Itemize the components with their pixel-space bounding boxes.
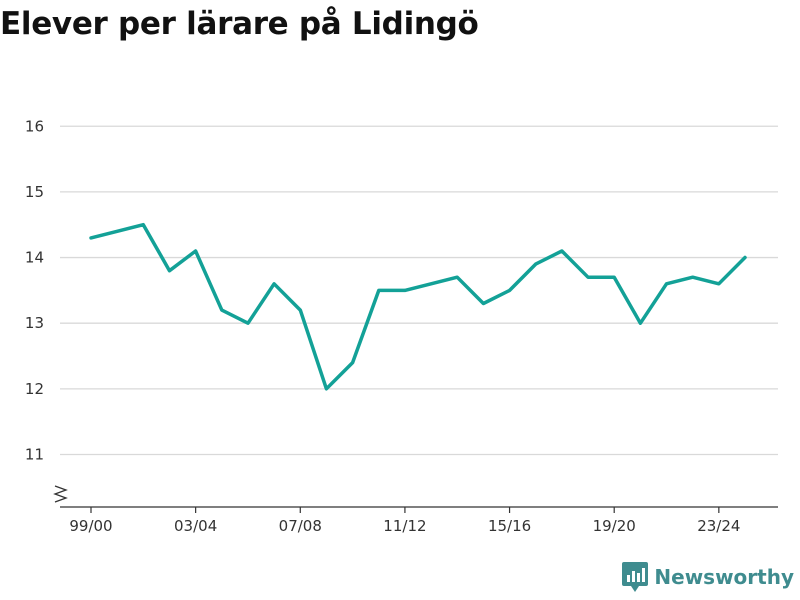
x-tick-label: 23/24 — [697, 517, 740, 535]
y-tick-label: 16 — [25, 117, 44, 135]
gridlines — [60, 125, 778, 456]
x-axis — [53, 485, 778, 508]
y-tick-label: 15 — [25, 183, 44, 201]
newsworthy-logo-icon — [622, 562, 649, 592]
y-tick-label: 13 — [25, 314, 44, 332]
y-tick-label: 12 — [25, 380, 44, 398]
x-tick-label: 07/08 — [279, 517, 322, 535]
x-tick-label: 03/04 — [174, 517, 217, 535]
x-tick-label: 11/12 — [383, 517, 426, 535]
y-axis-ticks: 11 12 13 14 15 16 — [25, 117, 44, 463]
x-tick-label: 19/20 — [593, 517, 636, 535]
newsworthy-brand[interactable]: Newsworthy — [622, 562, 794, 592]
y-tick-label: 11 — [25, 445, 44, 463]
series-line — [89, 222, 747, 391]
x-axis-ticks: 99/00 03/04 07/08 11/12 15/16 19/20 23/24 — [69, 507, 740, 535]
series-group — [89, 222, 747, 391]
x-tick-label: 99/00 — [69, 517, 112, 535]
chart-title: Elever per lärare på Lidingö — [0, 6, 479, 42]
y-tick-label: 14 — [25, 249, 44, 267]
x-tick-label: 15/16 — [488, 517, 531, 535]
brand-name: Newsworthy — [654, 565, 794, 589]
axis-break-icon — [53, 485, 68, 503]
